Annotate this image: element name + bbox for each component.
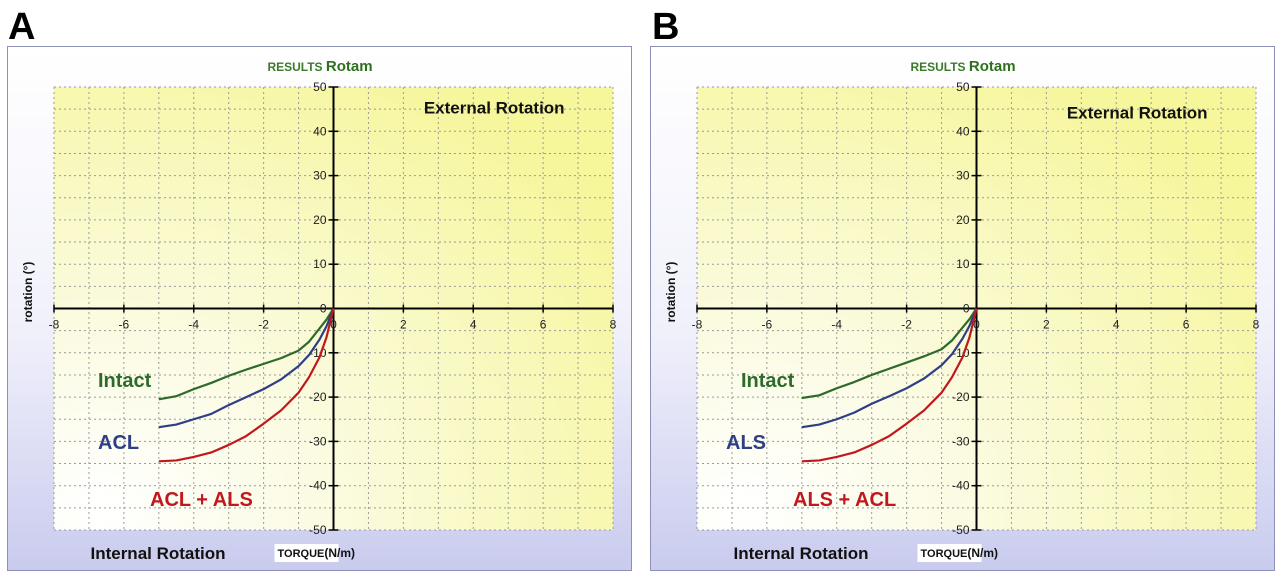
series-line-2	[158, 308, 335, 429]
chart-title: RESULTS Rotam	[267, 58, 372, 75]
x-tick-label: 8	[610, 318, 617, 332]
x-tick-label: -4	[831, 318, 842, 332]
x-tick-label: 4	[1113, 318, 1120, 332]
x-tick-label: 6	[540, 318, 547, 332]
x-axis-label-main: TORQUE	[921, 548, 968, 560]
x-tick-label: 2	[400, 318, 407, 332]
series-label-2: ALS	[726, 432, 766, 454]
y-tick-label: 10	[956, 257, 970, 271]
y-tick-label: 30	[313, 169, 327, 183]
y-tick-label: 40	[313, 124, 327, 138]
y-axis-label: rotation (°)	[21, 262, 35, 323]
series-label-3: ALS + ACL	[793, 489, 896, 511]
y-tick-label: -10	[952, 346, 970, 360]
y-tick-label: -20	[952, 390, 970, 404]
series-label-3: ACL + ALS	[150, 489, 253, 511]
y-tick-label: -30	[952, 434, 970, 448]
series-line-1	[801, 307, 978, 400]
x-axis-label: TORQUE(N/m)	[278, 546, 356, 560]
x-tick-label: 8	[1253, 318, 1260, 332]
chart-title-main: Rotam	[969, 58, 1016, 75]
y-tick-label: -50	[952, 523, 970, 537]
y-tick-label: -50	[309, 523, 327, 537]
series-label-1: Intact	[98, 370, 152, 392]
y-tick-label: -40	[309, 479, 327, 493]
chart-panel-a: RESULTS Rotam -8 -6 -4 -2 0 2 4 6 8 50 40 30 20 10 0 -10…	[7, 46, 632, 571]
x-axis-label-main: TORQUE	[278, 548, 325, 560]
series-label-1: Intact	[741, 370, 795, 392]
y-tick-label: 10	[313, 257, 327, 271]
y-tick-label: 30	[956, 169, 970, 183]
series-label-2: ACL	[98, 432, 139, 454]
x-tick-label: -2	[901, 318, 912, 332]
y-tick-label: 40	[956, 124, 970, 138]
chart-title-prefix: RESULTS	[910, 60, 968, 74]
chart-title-prefix: RESULTS	[267, 60, 325, 74]
y-tick-label: 20	[313, 213, 327, 227]
x-tick-label: -8	[49, 318, 60, 332]
y-tick-label: 50	[956, 80, 970, 94]
external-rotation-label: External Rotation	[424, 99, 565, 118]
x-tick-label: 0	[973, 318, 980, 332]
x-axis-label-box	[274, 544, 339, 562]
series-line-2	[801, 308, 978, 429]
x-tick-label: -6	[119, 318, 130, 332]
y-tick-label: 20	[956, 213, 970, 227]
chart-title: RESULTS Rotam	[910, 58, 1015, 75]
y-tick-label: 0	[963, 302, 970, 316]
series-line-3	[158, 308, 335, 463]
x-axis-label-unit: (N/m)	[324, 546, 355, 560]
x-tick-label: 0	[330, 318, 337, 332]
x-tick-label: 6	[1183, 318, 1190, 332]
panel-letter-a: A	[8, 6, 36, 48]
x-tick-label: -6	[762, 318, 773, 332]
y-tick-label: -40	[952, 479, 970, 493]
y-tick-label: -30	[309, 434, 327, 448]
series-line-1	[158, 307, 335, 401]
x-axis-label: TORQUE(N/m)	[921, 546, 999, 560]
x-tick-label: -4	[188, 318, 199, 332]
y-tick-label: -20	[309, 390, 327, 404]
chart-svg-b: RESULTS Rotam-8 -6 -4 -2 0 2 4 6 850403020100-10…	[651, 47, 1274, 570]
internal-rotation-label: Internal Rotation	[90, 544, 225, 563]
x-tick-label: 4	[470, 318, 477, 332]
external-rotation-label: External Rotation	[1067, 104, 1208, 123]
series-line-3	[801, 308, 978, 463]
x-axis-label-unit: (N/m)	[967, 546, 998, 560]
x-axis-label-box	[917, 544, 982, 562]
chart-title-main: Rotam	[326, 58, 373, 75]
internal-rotation-label: Internal Rotation	[733, 544, 868, 563]
y-tick-label: 0	[320, 302, 327, 316]
panel-letter-b: B	[652, 6, 680, 48]
chart-panel-b: RESULTS Rotam -8 -6 -4 -2 0 2 4 6 8 50 40 30 20 10 0 -10…	[650, 46, 1275, 571]
y-axis-label: rotation (°)	[664, 262, 678, 323]
x-tick-label: 2	[1043, 318, 1050, 332]
chart-svg-a: RESULTS Rotam-8 -6 -4 -2 0 2 4 6 850403020100-10…	[8, 47, 631, 570]
x-tick-label: -8	[692, 318, 703, 332]
y-tick-label: 50	[313, 80, 327, 94]
x-tick-label: -2	[258, 318, 269, 332]
